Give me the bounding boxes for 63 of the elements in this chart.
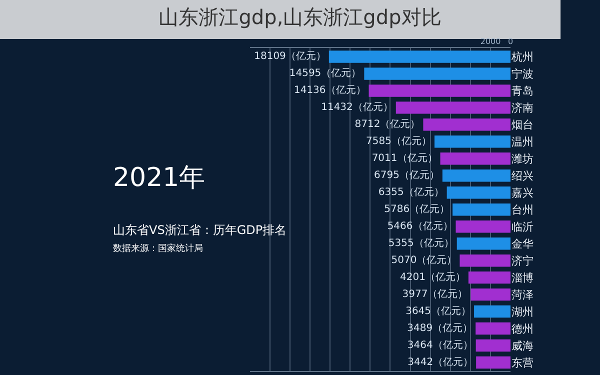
- bar: [452, 204, 511, 216]
- data-label: 7585（亿元）: [366, 136, 432, 148]
- y-tick-label: 金华: [512, 237, 534, 250]
- y-tick-label: 济南: [512, 102, 534, 115]
- y-tick-label: 烟台: [512, 118, 534, 132]
- data-label: 14136（亿元）: [294, 85, 366, 96]
- bar: [456, 220, 511, 233]
- y-tick-label: 台州: [512, 203, 534, 216]
- y-tick-label: 湖州: [512, 305, 534, 318]
- data-label: 5466（亿元）: [387, 221, 453, 232]
- y-tick-label: 淄博: [512, 271, 534, 284]
- y-tick-label: 东营: [512, 356, 534, 370]
- data-label: 6795（亿元）: [374, 170, 440, 182]
- x-tick-label: 2000: [480, 37, 501, 46]
- bar: [364, 68, 511, 80]
- data-label: 4201（亿元）: [400, 272, 466, 284]
- chart-title: 山东浙江gdp,山东浙江gdp对比: [158, 4, 442, 29]
- data-label: 3464（亿元）: [407, 340, 473, 352]
- y-tick-label: 嘉兴: [512, 186, 534, 200]
- data-label: 5070（亿元）: [391, 255, 457, 266]
- data-label: 7011（亿元）: [372, 153, 438, 164]
- y-tick-label: 德州: [512, 322, 534, 336]
- bar: [434, 136, 511, 148]
- y-tick-label: 绍兴: [512, 169, 534, 182]
- annotation: 山东省VS浙江省：历年GDP排名: [113, 223, 287, 237]
- bar: [470, 288, 511, 301]
- bar: [460, 254, 511, 267]
- data-label: 6355（亿元）: [378, 187, 444, 198]
- data-label: 11432（亿元）: [321, 102, 393, 114]
- y-tick-label: 宁波: [512, 68, 534, 81]
- y-tick-label: 菏泽: [512, 288, 534, 302]
- bar: [423, 118, 511, 131]
- bar: [468, 271, 511, 284]
- data-label: 5355（亿元）: [388, 238, 454, 250]
- data-label: 3442（亿元）: [408, 357, 474, 368]
- text: 2021年: [113, 163, 206, 193]
- bar: [446, 186, 511, 199]
- y-tick-label: 临沂: [512, 220, 534, 234]
- bar: [474, 305, 511, 318]
- y-tick-label: 威海: [512, 339, 534, 352]
- y-tick-label: 潍坊: [512, 152, 534, 166]
- bar: [368, 84, 511, 97]
- bar: [396, 102, 511, 114]
- y-tick-label: 青岛: [512, 84, 534, 98]
- bar: [328, 50, 511, 63]
- data-label: 3489（亿元）: [407, 323, 473, 334]
- bar: [442, 170, 511, 182]
- y-tick-label: 温州: [512, 136, 534, 149]
- x-tick-label: 0: [508, 37, 514, 46]
- data-label: 14595（亿元）: [289, 68, 362, 80]
- data-label: 3645（亿元）: [406, 306, 472, 318]
- y-tick-label: 杭州: [510, 50, 534, 64]
- y-tick-label: 济宁: [512, 254, 534, 268]
- bar: [440, 152, 511, 165]
- bar: [476, 356, 511, 369]
- bar: [476, 339, 511, 352]
- bar: [476, 322, 511, 335]
- source-note: 数据来源：国家统计局: [113, 243, 203, 254]
- data-label: 18109（亿元）: [254, 51, 326, 62]
- bar: [456, 237, 511, 250]
- data-label: 5786（亿元）: [384, 204, 450, 216]
- data-label: 3977（亿元）: [402, 289, 468, 300]
- data-label: 8712（亿元）: [354, 119, 420, 130]
